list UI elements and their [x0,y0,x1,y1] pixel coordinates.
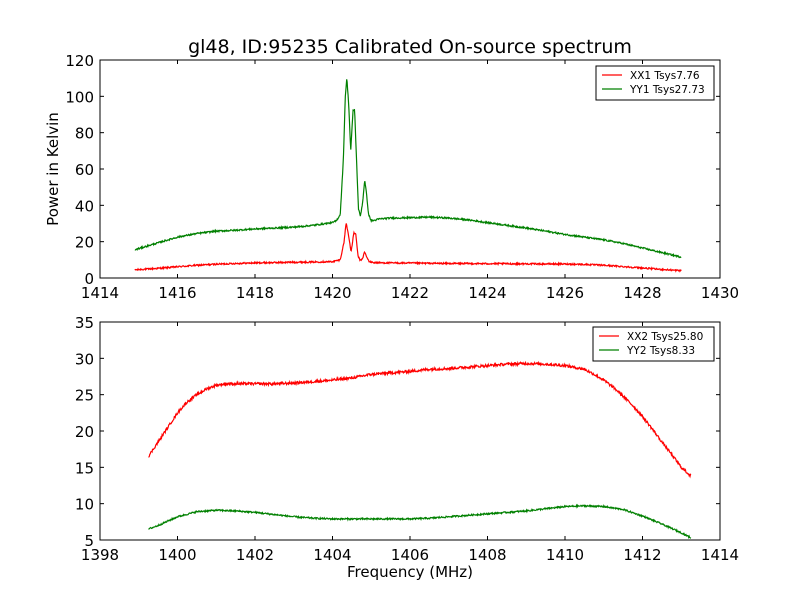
y-tick-label: 25 [75,387,94,405]
legend-box [592,326,715,362]
y-tick-label: 80 [75,125,94,143]
x-tick-label: 1408 [468,546,506,564]
y-tick-label: 120 [65,52,94,70]
y-tick-label: 35 [75,314,94,332]
legend-label-1: XX1 Tsys7.76 [630,70,700,82]
series-line-2 [134,79,682,259]
y-tick-label: 60 [75,161,94,179]
series-line-1 [148,360,692,479]
x-tick-label: 1420 [313,284,351,302]
x-tick-label: 1414 [81,284,119,302]
panel-1: 1414 1416 1418 1420 1422 1424 1426 1428 1430 0 20 4… [44,52,739,302]
x-tick-label: 1406 [391,546,429,564]
series-line-2 [148,503,692,540]
x-tick-label: 1428 [623,284,661,302]
y-axis-label: Power in Kelvin [44,112,62,226]
panels: 1414 1416 1418 1420 1422 1424 1426 1428 1430 0 20 4… [44,52,739,581]
y-tick-label: 100 [65,88,94,106]
legend: XX2 Tsys25.80 YY2 Tsys8.33 [592,326,715,362]
x-tick-label: 1418 [236,284,274,302]
y-tick-label: 5 [84,532,94,550]
chart-title: gl48, ID:95235 Calibrated On-source spec… [188,36,632,58]
series-line-1 [134,223,682,273]
y-tick-label: 30 [75,350,94,368]
y-tick-label: 10 [75,496,94,514]
legend-label-2: YY2 Tsys8.33 [626,345,695,357]
x-tick-label: 1410 [546,546,584,564]
x-tick-label: 1424 [468,284,506,302]
x-tick-label: 1400 [158,546,196,564]
x-tick-label: 1412 [623,546,661,564]
x-tick-label: 1422 [391,284,429,302]
x-tick-label: 1416 [158,284,196,302]
x-tick-label: 1398 [81,546,119,564]
x-tick-label: 1402 [236,546,274,564]
y-tick-label: 20 [75,234,94,252]
x-axis-label: Frequency (MHz) [347,563,473,581]
legend-box [595,65,715,101]
x-tick-label: 1430 [701,284,739,302]
x-tick-label: 1404 [313,546,351,564]
y-tick-label: 0 [84,270,94,288]
x-tick-label: 1426 [546,284,584,302]
legend-label-1: XX2 Tsys25.80 [627,331,703,343]
legend-label-2: YY1 Tsys27.73 [629,84,705,96]
y-tick-label: 40 [75,197,94,215]
x-tick-label: 1414 [701,546,739,564]
y-tick-label: 20 [75,423,94,441]
legend: XX1 Tsys7.76 YY1 Tsys27.73 [595,65,715,101]
panel-2: 1398 1400 1402 1404 1406 1408 1410 1412 1414 5 10 1… [75,314,739,581]
y-tick-label: 15 [75,459,94,477]
